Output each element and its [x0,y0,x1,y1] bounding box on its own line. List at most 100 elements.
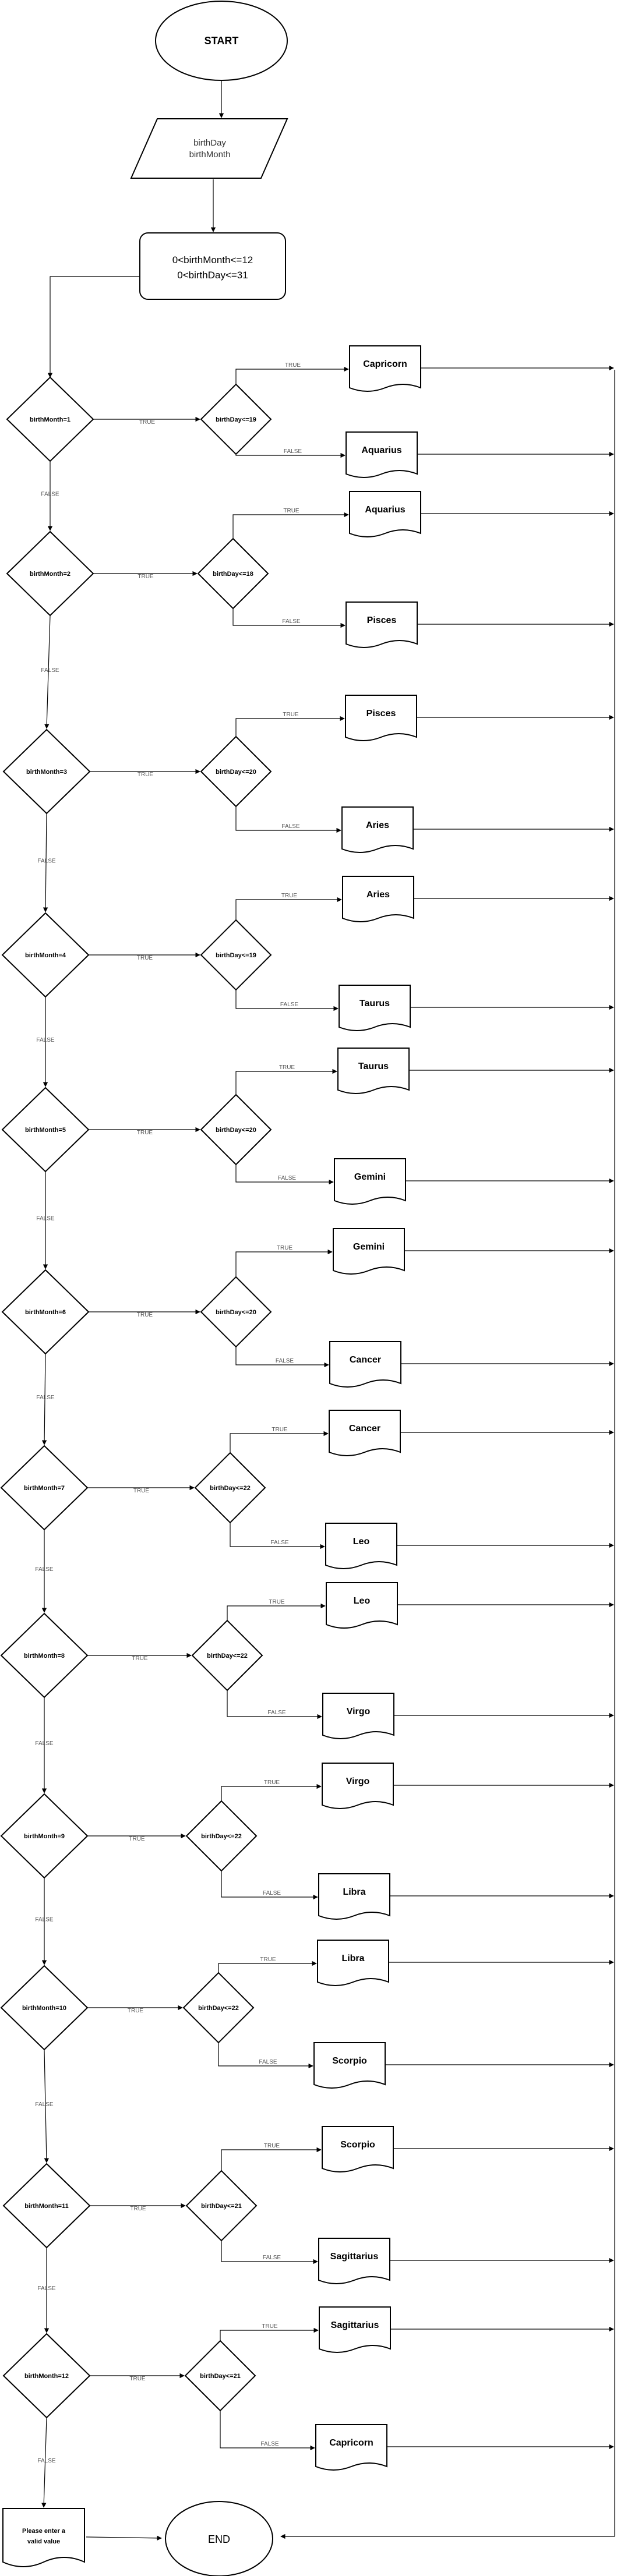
day-condition-label: birthDay<=19 [216,952,256,959]
validation-rect [139,232,286,300]
month-condition-label: birthMonth=3 [26,769,67,776]
day-true-edge [235,1068,337,1095]
day-true-label: TRUE [277,1245,293,1251]
sign-false-document-label: Sagittarius [330,2252,379,2262]
day-true-edge [221,2147,322,2171]
month-false-label: FALSE [37,2285,55,2292]
day-false-label: FALSE [270,1540,288,1546]
month-true-label: TRUE [129,1836,145,1842]
sign-false-document-label: Taurus [359,999,390,1009]
month-condition-label: birthMonth=8 [24,1653,65,1659]
sign-true-document-shape [337,1048,410,1094]
month-condition-label: birthMonth=7 [24,1485,65,1492]
sign-false-document-label: Scorpio [332,2056,367,2066]
input-parallelogram [130,118,288,179]
day-false-edge [232,608,346,628]
day-false-label: FALSE [280,1002,298,1008]
month-false-edge [44,615,51,729]
sign-true-document-shape [329,1410,401,1456]
day-true-label: TRUE [262,2323,278,2330]
month-true-label: TRUE [130,2206,146,2212]
sign-false-document-label: Gemini [354,1172,386,1182]
day-true-label: TRUE [272,1427,288,1433]
month-condition-label: birthMonth=11 [24,2203,68,2210]
month-true-label: TRUE [139,419,156,426]
month-row-4: birthMonth=4 birthDay<=19 TRUE FALSE Aries Ta… [1,876,614,1087]
sign-true-document-label: Leo [354,1596,371,1606]
sign-true-document-shape [349,345,421,392]
sign-false-document-label: Capricorn [329,2438,373,2448]
month-row-8: birthMonth=8 birthDay<=22 TRUE FALSE Leo Virg… [0,1582,614,1793]
month-true-label: TRUE [138,772,154,778]
month-rows: birthMonth=1 birthDay<=19 TRUE FALSE Caprico… [0,345,614,2508]
error-to-end-edge [86,2535,162,2541]
month-condition-label: birthMonth=6 [25,1309,66,1316]
day-condition-label: birthDay<=19 [216,416,256,423]
day-condition-label: birthDay<=20 [216,1309,256,1316]
sign-true-document-label: Capricorn [363,359,407,369]
month-row-11: birthMonth=11 birthDay<=21 TRUE FALSE Scorpi… [2,2126,614,2333]
day-true-label: TRUE [283,508,299,514]
month-row-7: birthMonth=7 birthDay<=22 TRUE FALSE Cancer L… [0,1410,614,1613]
month-false-label: FALSE [41,667,59,674]
month-row-9: birthMonth=9 birthDay<=22 TRUE FALSE Virgo Li… [0,1763,614,1965]
day-condition-label: birthDay<=21 [200,2373,241,2380]
month-row-1: birthMonth=1 birthDay<=19 TRUE FALSE Caprico… [6,345,614,531]
validation-line-2: 0<birthDay<=31 [177,270,248,281]
day-condition-label: birthDay<=22 [198,2005,239,2012]
sign-false-document-shape [322,1693,394,1739]
sign-true-document-shape [326,1582,398,1629]
error-line-2: valid value [27,2538,60,2545]
start-ellipse [155,1,288,81]
month-row-5: birthMonth=5 birthDay<=20 TRUE FALSE Taurus G… [1,1048,614,1269]
month-condition-label: birthMonth=2 [30,571,70,578]
day-true-label: TRUE [281,893,298,899]
month-true-label: TRUE [137,955,153,961]
month-row-10: birthMonth=10 birthDay<=22 TRUE FALSE Libra S… [0,1940,614,2163]
sign-true-document-label: Aquarius [365,505,405,515]
error-document: Please enter a valid value [2,2508,85,2567]
month-false-label: FALSE [36,1395,54,1401]
sign-true-document-label: Aries [366,890,390,900]
month-false-edge [41,1353,47,1445]
day-condition-label: birthDay<=20 [216,1127,256,1134]
month-true-label: TRUE [132,1655,148,1662]
day-false-label: FALSE [284,448,302,455]
month-false-label: FALSE [37,2458,55,2464]
month-condition-label: birthMonth=5 [25,1127,66,1134]
month-true-label: TRUE [133,1488,150,1494]
sign-true-document-shape [342,876,414,922]
sign-true-document-shape [317,1940,389,1986]
day-false-edge [235,1165,334,1185]
sign-true-document-label: Sagittarius [331,2320,379,2330]
month-true-label: TRUE [137,1312,153,1318]
sign-false-document-shape [346,431,418,478]
day-true-label: TRUE [269,1599,285,1605]
sign-true-document-label: Gemini [353,1242,385,1252]
day-condition-label: birthDay<=22 [210,1485,251,1492]
day-true-label: TRUE [285,362,301,369]
day-false-edge [230,1523,325,1549]
month-true-label: TRUE [138,574,154,580]
month-false-edge [41,2417,47,2508]
month-row-3: birthMonth=3 birthDay<=20 TRUE FALSE Pisces A… [2,695,614,912]
error-document-shape [2,2508,85,2567]
month-row-2: birthMonth=2 birthDay<=18 TRUE FALSE Aquariu… [6,491,614,729]
day-false-label: FALSE [263,2255,281,2261]
month-true-label: TRUE [128,2008,144,2014]
start-terminator: START [155,1,288,81]
day-false-edge [221,1871,318,1900]
day-false-edge [220,2411,315,2451]
day-false-edge [235,1347,329,1368]
validation-line-1: 0<birthMonth<=12 [172,254,253,266]
sign-false-document-label: Virgo [347,1707,371,1717]
sign-true-document-label: Scorpio [340,2140,375,2150]
sign-false-document-shape [341,806,414,853]
sign-true-document-label: Taurus [358,1061,389,1071]
month-false-label: FALSE [35,1740,53,1747]
month-false-label: FALSE [35,1917,53,1923]
day-true-edge [220,2327,319,2341]
month-false-edge [44,2049,50,2163]
sign-true-document-label: Cancer [349,1424,380,1434]
month-row-12: birthMonth=12 birthDay<=21 TRUE FALSE Sagitt… [2,2306,614,2508]
